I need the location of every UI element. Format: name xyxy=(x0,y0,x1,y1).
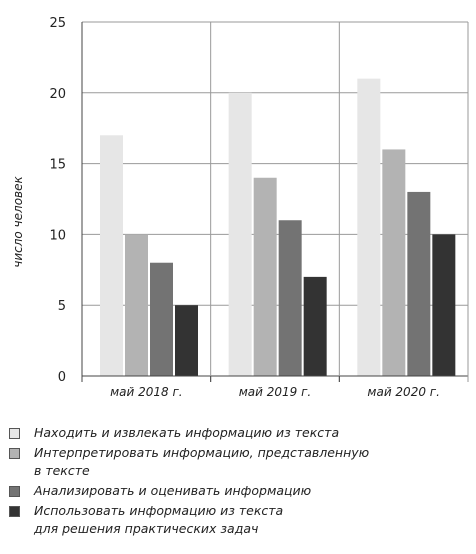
x-category-labels: май 2018 г. май 2019 г. май 2020 г. xyxy=(110,385,440,399)
bar xyxy=(407,191,431,376)
legend-line: Использовать информацию из текста xyxy=(34,503,284,518)
bar xyxy=(175,305,198,376)
y-tick-label: 10 xyxy=(49,228,66,243)
legend-line: для решения практических задач xyxy=(34,521,259,536)
legend-text: Находить и извлекать информацию из текст… xyxy=(34,424,339,442)
y-tick-label: 5 xyxy=(58,299,66,314)
legend-text: Интерпретировать информацию, представлен… xyxy=(34,444,369,480)
bar xyxy=(278,220,302,376)
legend-text: Анализировать и оценивать информацию xyxy=(34,482,311,500)
legend-swatch xyxy=(9,506,20,517)
legend-line: Анализировать и оценивать информацию xyxy=(34,483,312,498)
x-category-label: май 2020 г. xyxy=(367,385,440,399)
bar xyxy=(382,149,406,376)
bar xyxy=(357,78,381,376)
bars xyxy=(100,78,456,377)
y-tick-label: 25 xyxy=(49,16,66,31)
legend-item: Использовать информацию из текста для ре… xyxy=(8,502,472,538)
bar xyxy=(432,234,456,376)
bar xyxy=(253,177,277,376)
y-axis-label: число человек xyxy=(11,175,25,267)
bar xyxy=(125,234,148,376)
legend-text: Использовать информацию из текста для ре… xyxy=(34,502,283,538)
bar xyxy=(100,135,123,376)
x-category-label: май 2019 г. xyxy=(239,385,312,399)
bar xyxy=(228,92,252,377)
bar-chart: 0 5 10 15 20 25 май 2018 г. май 2019 г. май 202… xyxy=(11,16,469,399)
legend-item: Находить и извлекать информацию из текст… xyxy=(8,424,472,442)
x-category-label: май 2018 г. xyxy=(110,385,183,399)
legend-line: в тексте xyxy=(34,463,90,478)
bar xyxy=(303,276,327,376)
y-tick-label: 15 xyxy=(49,158,66,173)
legend: Находить и извлекать информацию из текст… xyxy=(8,424,472,540)
bar xyxy=(150,262,173,376)
y-tick-labels: 0 5 10 15 20 25 xyxy=(49,16,66,385)
legend-item: Интерпретировать информацию, представлен… xyxy=(8,444,472,480)
legend-item: Анализировать и оценивать информацию xyxy=(8,482,472,500)
legend-line: Интерпретировать информацию, представлен… xyxy=(34,445,370,460)
y-tick-label: 0 xyxy=(58,370,66,385)
legend-swatch xyxy=(9,428,20,439)
legend-swatch xyxy=(9,486,20,497)
legend-swatch xyxy=(9,448,20,459)
legend-line: Находить и извлекать информацию из текст… xyxy=(34,425,340,440)
axes xyxy=(81,22,469,382)
y-tick-label: 20 xyxy=(49,87,66,102)
